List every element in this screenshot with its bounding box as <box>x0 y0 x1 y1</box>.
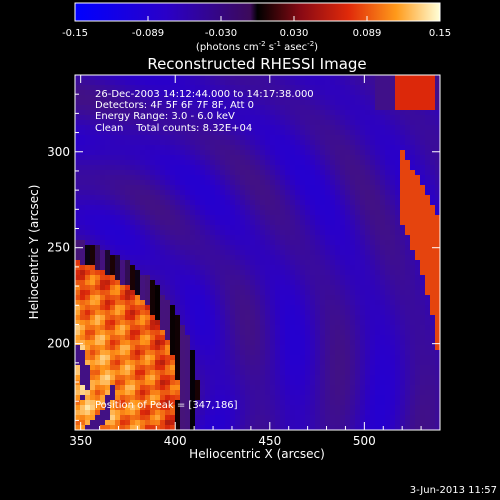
colorbar-ticks: -0.15 -0.089 -0.030 0.030 0.089 0.15 <box>62 16 451 39</box>
info-block: 26-Dec-2003 14:12:44.000 to 14:17:38.000… <box>95 89 314 134</box>
peak-position-label: Position of Peak = [347,186] <box>95 400 238 411</box>
timestamp: 3-Jun-2013 11:57 <box>410 485 497 496</box>
colorbar-tick-label: 0.030 <box>280 28 309 39</box>
x-tick-label: 350 <box>69 434 92 448</box>
y-tick-label: 200 <box>47 337 70 351</box>
colorbar-tick-label: -0.030 <box>205 28 237 39</box>
info-energy-range: Energy Range: 3.0 - 6.0 keV <box>95 111 235 122</box>
x-axis-label: Heliocentric X (arcsec) <box>189 447 325 461</box>
plot-frame <box>74 74 441 431</box>
y-axis-label: Heliocentric Y (arcsec) <box>27 185 41 320</box>
colorbar-tick-label: -0.089 <box>132 28 164 39</box>
colorbar <box>74 2 441 22</box>
axes: 350 400 450 500 200 250 300 <box>47 74 441 448</box>
info-detectors: Detectors: 4F 5F 6F 7F 8F, Att 0 <box>95 100 254 111</box>
colorbar-tick-label: 0.15 <box>429 28 451 39</box>
colorbar-tick-label: -0.15 <box>62 28 88 39</box>
x-tick-label: 500 <box>353 434 376 448</box>
x-tick-label: 400 <box>164 434 187 448</box>
y-tick-label: 300 <box>47 145 70 159</box>
info-total-counts: Clean Total counts: 8.32E+04 <box>95 123 252 134</box>
heatmap-image <box>75 75 441 431</box>
info-time-range: 26-Dec-2003 14:12:44.000 to 14:17:38.000 <box>95 89 314 100</box>
colorbar-tick-label: 0.089 <box>353 28 382 39</box>
colorbar-unit: (photons cm-2 s-1 asec-2) <box>196 40 318 53</box>
chart-title: Reconstructed RHESSI Image <box>147 55 366 73</box>
y-tick-label: 250 <box>47 241 70 255</box>
x-tick-label: 450 <box>258 434 281 448</box>
